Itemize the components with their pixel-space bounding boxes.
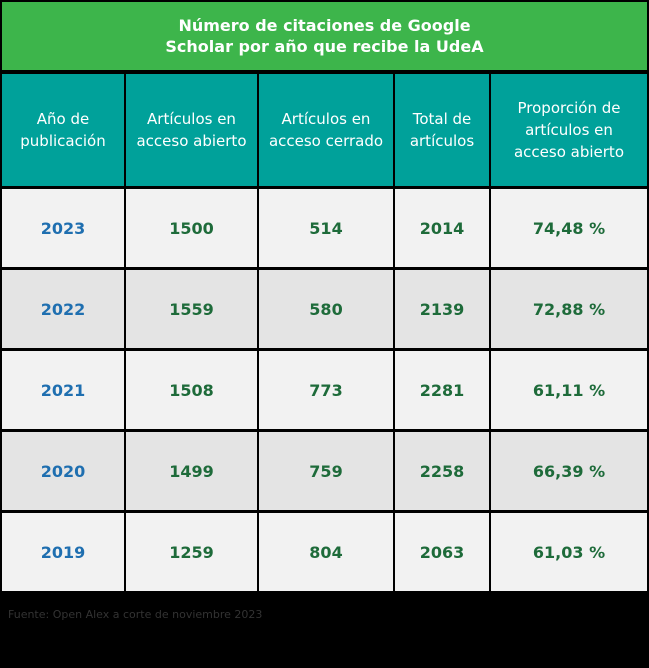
header-cell: Año de publicación <box>2 74 124 186</box>
value-cell: 2063 <box>395 513 489 591</box>
value-cell: 773 <box>259 351 393 429</box>
value-cell: 1259 <box>126 513 257 591</box>
value-cell: 1499 <box>126 432 257 510</box>
header-cell: Total de artículos <box>395 74 489 186</box>
value-cell: 72,88 % <box>491 270 647 348</box>
value-cell: 2281 <box>395 351 489 429</box>
title: Número de citaciones de Google Scholar p… <box>165 16 484 56</box>
value-cell: 66,39 % <box>491 432 647 510</box>
year-cell: 2020 <box>2 432 124 510</box>
value-cell: 759 <box>259 432 393 510</box>
value-cell: 2014 <box>395 189 489 267</box>
value-cell: 804 <box>259 513 393 591</box>
table: Año de publicación Artículos en acceso ab… <box>2 74 647 591</box>
value-cell: 61,11 % <box>491 351 647 429</box>
header-cell: Proporción de artículos en acceso abiert… <box>491 74 647 186</box>
value-cell: 61,03 % <box>491 513 647 591</box>
value-cell: 1508 <box>126 351 257 429</box>
year-cell: 2019 <box>2 513 124 591</box>
header-cell: Artículos en acceso cerrado <box>259 74 393 186</box>
year-cell: 2022 <box>2 270 124 348</box>
value-cell: 2139 <box>395 270 489 348</box>
header-cell: Artículos en acceso abierto <box>126 74 257 186</box>
value-cell: 2258 <box>395 432 489 510</box>
title-bar: Número de citaciones de Google Scholar p… <box>2 2 647 70</box>
year-cell: 2021 <box>2 351 124 429</box>
value-cell: 74,48 % <box>491 189 647 267</box>
value-cell: 1500 <box>126 189 257 267</box>
source-note: Fuente: Open Alex a corte de noviembre 2… <box>8 608 263 621</box>
year-cell: 2023 <box>2 189 124 267</box>
value-cell: 1559 <box>126 270 257 348</box>
value-cell: 514 <box>259 189 393 267</box>
value-cell: 580 <box>259 270 393 348</box>
